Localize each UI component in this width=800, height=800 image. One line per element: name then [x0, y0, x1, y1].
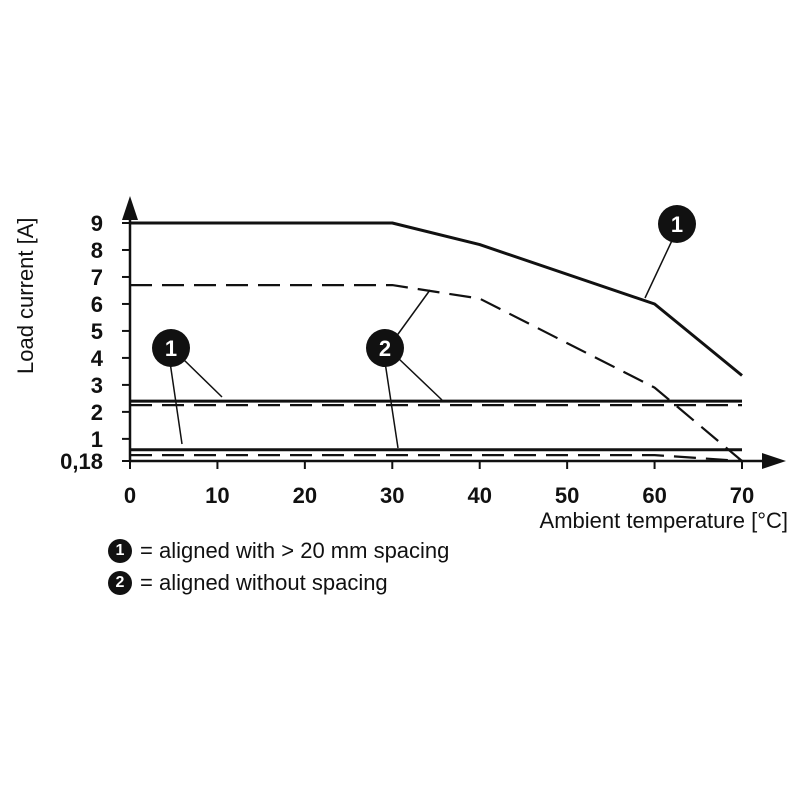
x-tick-label: 20: [293, 483, 317, 508]
y-tick-label: 1: [91, 427, 103, 452]
series-line-2-dashed: [130, 284, 743, 462]
y-tick-label: 9: [91, 211, 103, 236]
x-tick-label: 40: [467, 483, 491, 508]
legend-badge-2: 2: [108, 571, 132, 595]
y-tick-label: 3: [91, 373, 103, 398]
legend-item: 1 = aligned with > 20 mm spacing: [108, 538, 449, 564]
callout-leader: [397, 357, 443, 401]
callout-badge-1: 1: [658, 205, 696, 243]
x-tick-label: 70: [730, 483, 754, 508]
y-tick-label: 0,18: [60, 449, 103, 474]
callout-leader: [644, 231, 677, 299]
x-tick-label: 0: [124, 483, 136, 508]
x-tick-label: 50: [555, 483, 579, 508]
callout-badge-label: 1: [671, 212, 683, 237]
tick-marks: [122, 222, 743, 469]
legend-item: 2 = aligned without spacing: [108, 570, 388, 596]
y-tick-label: 6: [91, 292, 103, 317]
legend-badge-1: 1: [108, 539, 132, 563]
callout-badge-label: 1: [165, 336, 177, 361]
y-tick-label: 4: [91, 346, 104, 371]
callout-leader: [384, 361, 399, 449]
callout-leader: [392, 289, 431, 342]
y-tick-label: 5: [91, 319, 103, 344]
callouts: 1 2 1: [152, 205, 696, 449]
x-tick-label: 10: [205, 483, 229, 508]
callout-badge-label: 2: [379, 336, 391, 361]
callout-badge-1: 1: [152, 329, 190, 367]
series-lines: [130, 221, 743, 463]
y-tick-label: 7: [91, 265, 103, 290]
callout-leader: [181, 357, 223, 398]
y-axis-label: Load current [A]: [13, 217, 38, 374]
x-tick-label: 30: [380, 483, 404, 508]
series-line-2-dashed: [130, 454, 743, 463]
x-axis-label: Ambient temperature [°C]: [540, 508, 788, 533]
callout-leader: [169, 361, 183, 445]
series-line-1-solid: [130, 221, 743, 377]
x-tick-label: 60: [642, 483, 666, 508]
y-axis-arrow-icon: [122, 196, 138, 220]
callout-badge-2: 2: [366, 329, 404, 367]
legend-text: = aligned with > 20 mm spacing: [140, 538, 450, 563]
y-tick-label: 2: [91, 400, 103, 425]
axes: [122, 196, 786, 469]
legend-text: = aligned without spacing: [140, 570, 388, 595]
y-tick-label: 8: [91, 238, 103, 263]
x-axis-arrow-icon: [762, 453, 786, 469]
